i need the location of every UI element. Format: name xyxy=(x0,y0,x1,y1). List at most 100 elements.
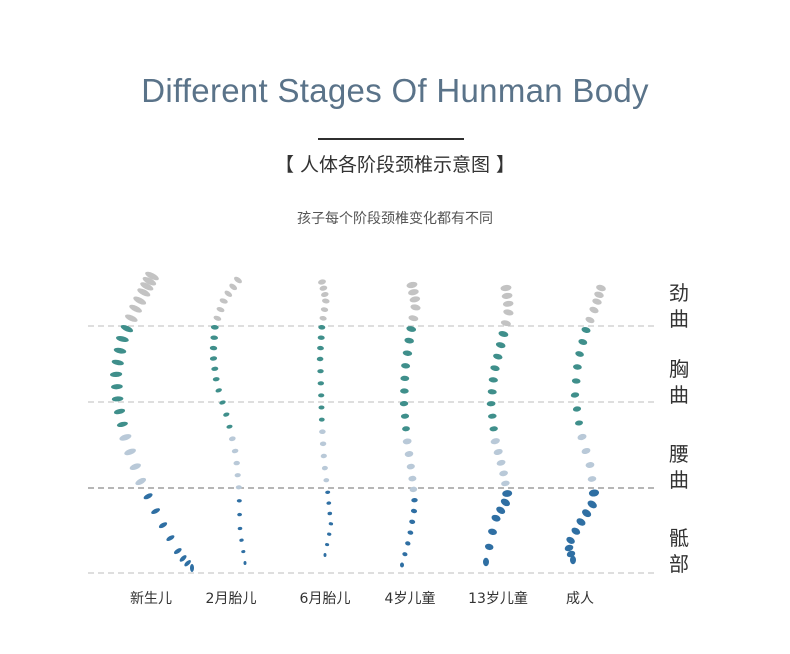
vertebra-thoracic xyxy=(488,413,497,419)
vertebra-sacral xyxy=(409,519,416,525)
diagram-subtitle: 【 人体各阶段颈椎示意图 】 xyxy=(274,154,516,176)
vertebra-thoracic xyxy=(317,369,324,374)
vertebra-thoracic xyxy=(488,377,498,383)
page-title: Different Stages Of Hunman Body xyxy=(141,72,649,109)
vertebra-thoracic xyxy=(486,401,496,407)
vertebra-lumbar xyxy=(124,448,136,456)
vertebra-cervical xyxy=(406,281,418,289)
vertebra-thoracic xyxy=(573,364,582,370)
vertebra-lumbar xyxy=(135,477,147,486)
vertebra-sacral xyxy=(173,548,182,555)
vertebra-cervical xyxy=(216,307,225,313)
vertebra-lumbar xyxy=(409,486,418,493)
vertebra-cervical xyxy=(318,279,326,285)
vertebra-cervical xyxy=(129,304,142,313)
vertebra-thoracic xyxy=(316,356,324,362)
vertebra-sacral xyxy=(564,544,574,552)
vertebra-sacral xyxy=(405,541,411,546)
vertebra-thoracic xyxy=(400,388,409,394)
vertebra-sacral xyxy=(143,493,153,500)
vertebra-sacral xyxy=(400,562,404,568)
vertebra-thoracic xyxy=(489,426,498,432)
vertebra-lumbar xyxy=(408,475,417,482)
title-divider xyxy=(318,138,464,140)
vertebra-thoracic xyxy=(498,331,509,337)
vertebra-cervical xyxy=(410,304,421,311)
vertebra-lumbar xyxy=(129,463,141,470)
vertebra-cervical xyxy=(219,298,228,304)
vertebra-cervical xyxy=(234,276,242,284)
vertebra-cervical xyxy=(145,271,159,281)
region-label-sacral: 骶部 xyxy=(669,526,689,576)
vertebra-thoracic xyxy=(211,366,219,371)
vertebra-sacral xyxy=(402,552,408,557)
vertebra-lumbar xyxy=(119,434,132,441)
region-label-thoracic: 胸曲 xyxy=(669,357,689,407)
vertebra-thoracic xyxy=(110,371,123,378)
vertebra-sacral xyxy=(236,499,242,503)
stage-label-newborn: 新生儿 xyxy=(130,591,172,607)
stage-label-adult: 成人 xyxy=(566,591,594,607)
vertebra-lumbar xyxy=(490,438,500,445)
vertebra-cervical xyxy=(140,282,154,291)
spine-13-year-child xyxy=(483,284,514,567)
vertebra-sacral xyxy=(327,511,333,516)
vertebra-cervical xyxy=(500,320,511,327)
vertebra-sacral xyxy=(500,498,510,507)
vertebra-sacral xyxy=(411,497,418,503)
stage-label-13-year-child: 13岁儿童 xyxy=(468,591,528,607)
vertebra-thoracic xyxy=(116,421,128,428)
vertebra-thoracic xyxy=(317,381,324,386)
vertebra-cervical xyxy=(224,290,233,297)
vertebra-thoracic xyxy=(581,327,591,333)
vertebra-sacral xyxy=(323,553,327,557)
vertebra-sacral xyxy=(484,543,494,551)
vertebra-sacral xyxy=(491,514,501,522)
vertebra-cervical xyxy=(500,284,512,292)
vertebra-sacral xyxy=(325,543,330,547)
vertebra-thoracic xyxy=(113,347,127,354)
vertebra-cervical xyxy=(408,289,419,296)
spine-4-year-child xyxy=(399,281,421,568)
vertebra-sacral xyxy=(151,508,161,515)
vertebra-thoracic xyxy=(318,324,326,330)
vertebra-cervical xyxy=(585,316,595,324)
vertebra-thoracic xyxy=(209,345,218,351)
vertebra-thoracic xyxy=(223,412,230,417)
vertebra-lumbar xyxy=(581,447,591,455)
vertebra-lumbar xyxy=(496,459,506,466)
vertebra-sacral xyxy=(325,490,331,495)
vertebra-cervical xyxy=(594,291,604,298)
vertebra-thoracic xyxy=(406,326,417,332)
spine-adult xyxy=(564,284,606,565)
vertebra-cervical xyxy=(501,292,513,299)
vertebra-thoracic xyxy=(317,345,324,351)
vertebra-thoracic xyxy=(578,339,588,345)
vertebra-cervical xyxy=(319,315,327,321)
vertebra-cervical xyxy=(229,283,238,291)
vertebra-thoracic xyxy=(575,351,584,357)
vertebra-lumbar xyxy=(228,436,236,442)
vertebra-sacral xyxy=(483,557,489,567)
vertebra-thoracic xyxy=(318,393,325,398)
vertebra-lumbar xyxy=(587,476,597,482)
vertebra-cervical xyxy=(322,298,330,304)
vertebra-lumbar xyxy=(499,470,508,477)
vertebra-lumbar xyxy=(493,448,503,456)
vertebra-cervical xyxy=(321,292,329,297)
vertebra-thoracic xyxy=(490,365,500,371)
vertebra-thoracic xyxy=(120,325,134,333)
vertebra-thoracic xyxy=(572,406,582,412)
vertebra-lumbar xyxy=(319,441,327,447)
vertebra-thoracic xyxy=(111,396,124,402)
vertebra-sacral xyxy=(582,509,592,518)
vertebra-lumbar xyxy=(320,453,327,459)
vertebra-thoracic xyxy=(400,375,410,382)
vertebra-thoracic xyxy=(402,350,413,356)
vertebra-sacral xyxy=(566,550,576,558)
vertebra-lumbar xyxy=(231,448,239,454)
vertebra-sacral xyxy=(566,536,575,544)
vertebra-thoracic xyxy=(212,377,220,382)
vertebra-thoracic xyxy=(318,417,325,422)
